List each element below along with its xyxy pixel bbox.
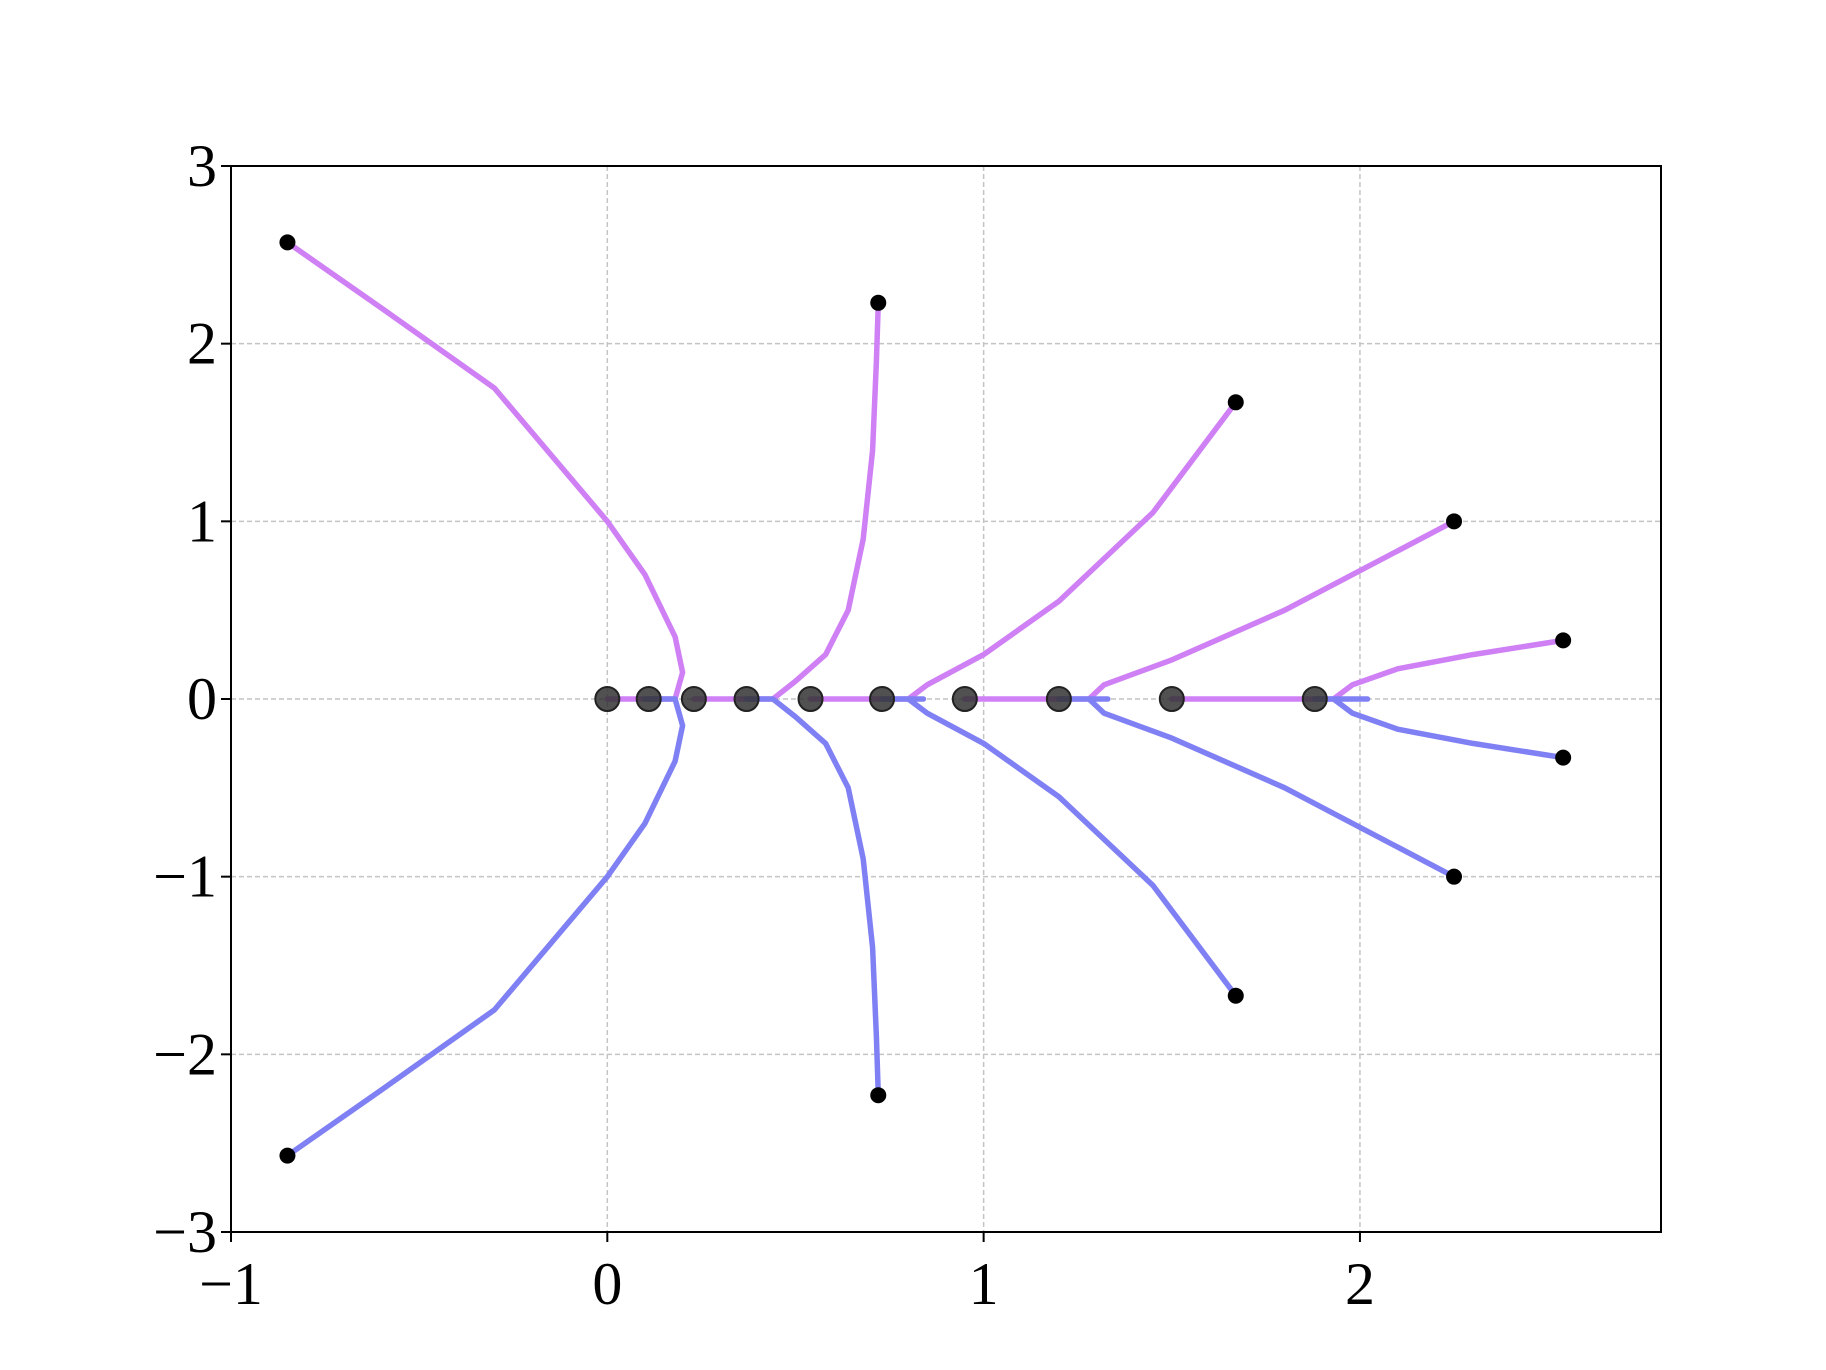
root-point xyxy=(869,686,896,712)
y-tick-label: 2 xyxy=(187,311,217,377)
y-tick-label: 0 xyxy=(187,666,217,732)
root-point xyxy=(680,686,707,712)
y-tick-label: −1 xyxy=(153,844,217,910)
root-point xyxy=(951,686,978,712)
curve xyxy=(284,239,686,702)
curve xyxy=(1169,637,1566,702)
end-point xyxy=(1555,632,1572,649)
root-point xyxy=(1158,686,1185,712)
y-tick-label: 1 xyxy=(187,488,217,554)
curve xyxy=(743,696,882,1098)
curve xyxy=(1312,696,1566,761)
root-point xyxy=(594,686,621,712)
curve xyxy=(691,300,882,702)
root-point xyxy=(1301,686,1328,712)
x-tick-label: 1 xyxy=(969,1251,999,1317)
y-tick-label: −2 xyxy=(153,1021,217,1087)
curve xyxy=(879,696,1239,999)
y-tick-label: 3 xyxy=(187,133,217,199)
x-tick-label: −1 xyxy=(199,1251,263,1317)
curve xyxy=(1056,696,1457,880)
x-tick-label: 2 xyxy=(1345,1251,1375,1317)
root-point xyxy=(1045,686,1072,712)
end-point xyxy=(1227,394,1244,411)
end-point xyxy=(279,234,296,251)
end-point xyxy=(1446,868,1463,885)
end-point xyxy=(1227,987,1244,1004)
plot-frame xyxy=(230,165,1662,1233)
end-point xyxy=(1446,513,1463,530)
curve xyxy=(284,696,686,1159)
end-point xyxy=(1555,749,1572,766)
root-point xyxy=(733,686,760,712)
end-point xyxy=(870,1087,887,1104)
root-point xyxy=(635,686,662,712)
end-point xyxy=(870,294,887,311)
root-point xyxy=(797,686,824,712)
x-tick-label: 0 xyxy=(592,1251,622,1317)
end-point xyxy=(279,1147,296,1164)
y-tick-label: −3 xyxy=(153,1199,217,1265)
